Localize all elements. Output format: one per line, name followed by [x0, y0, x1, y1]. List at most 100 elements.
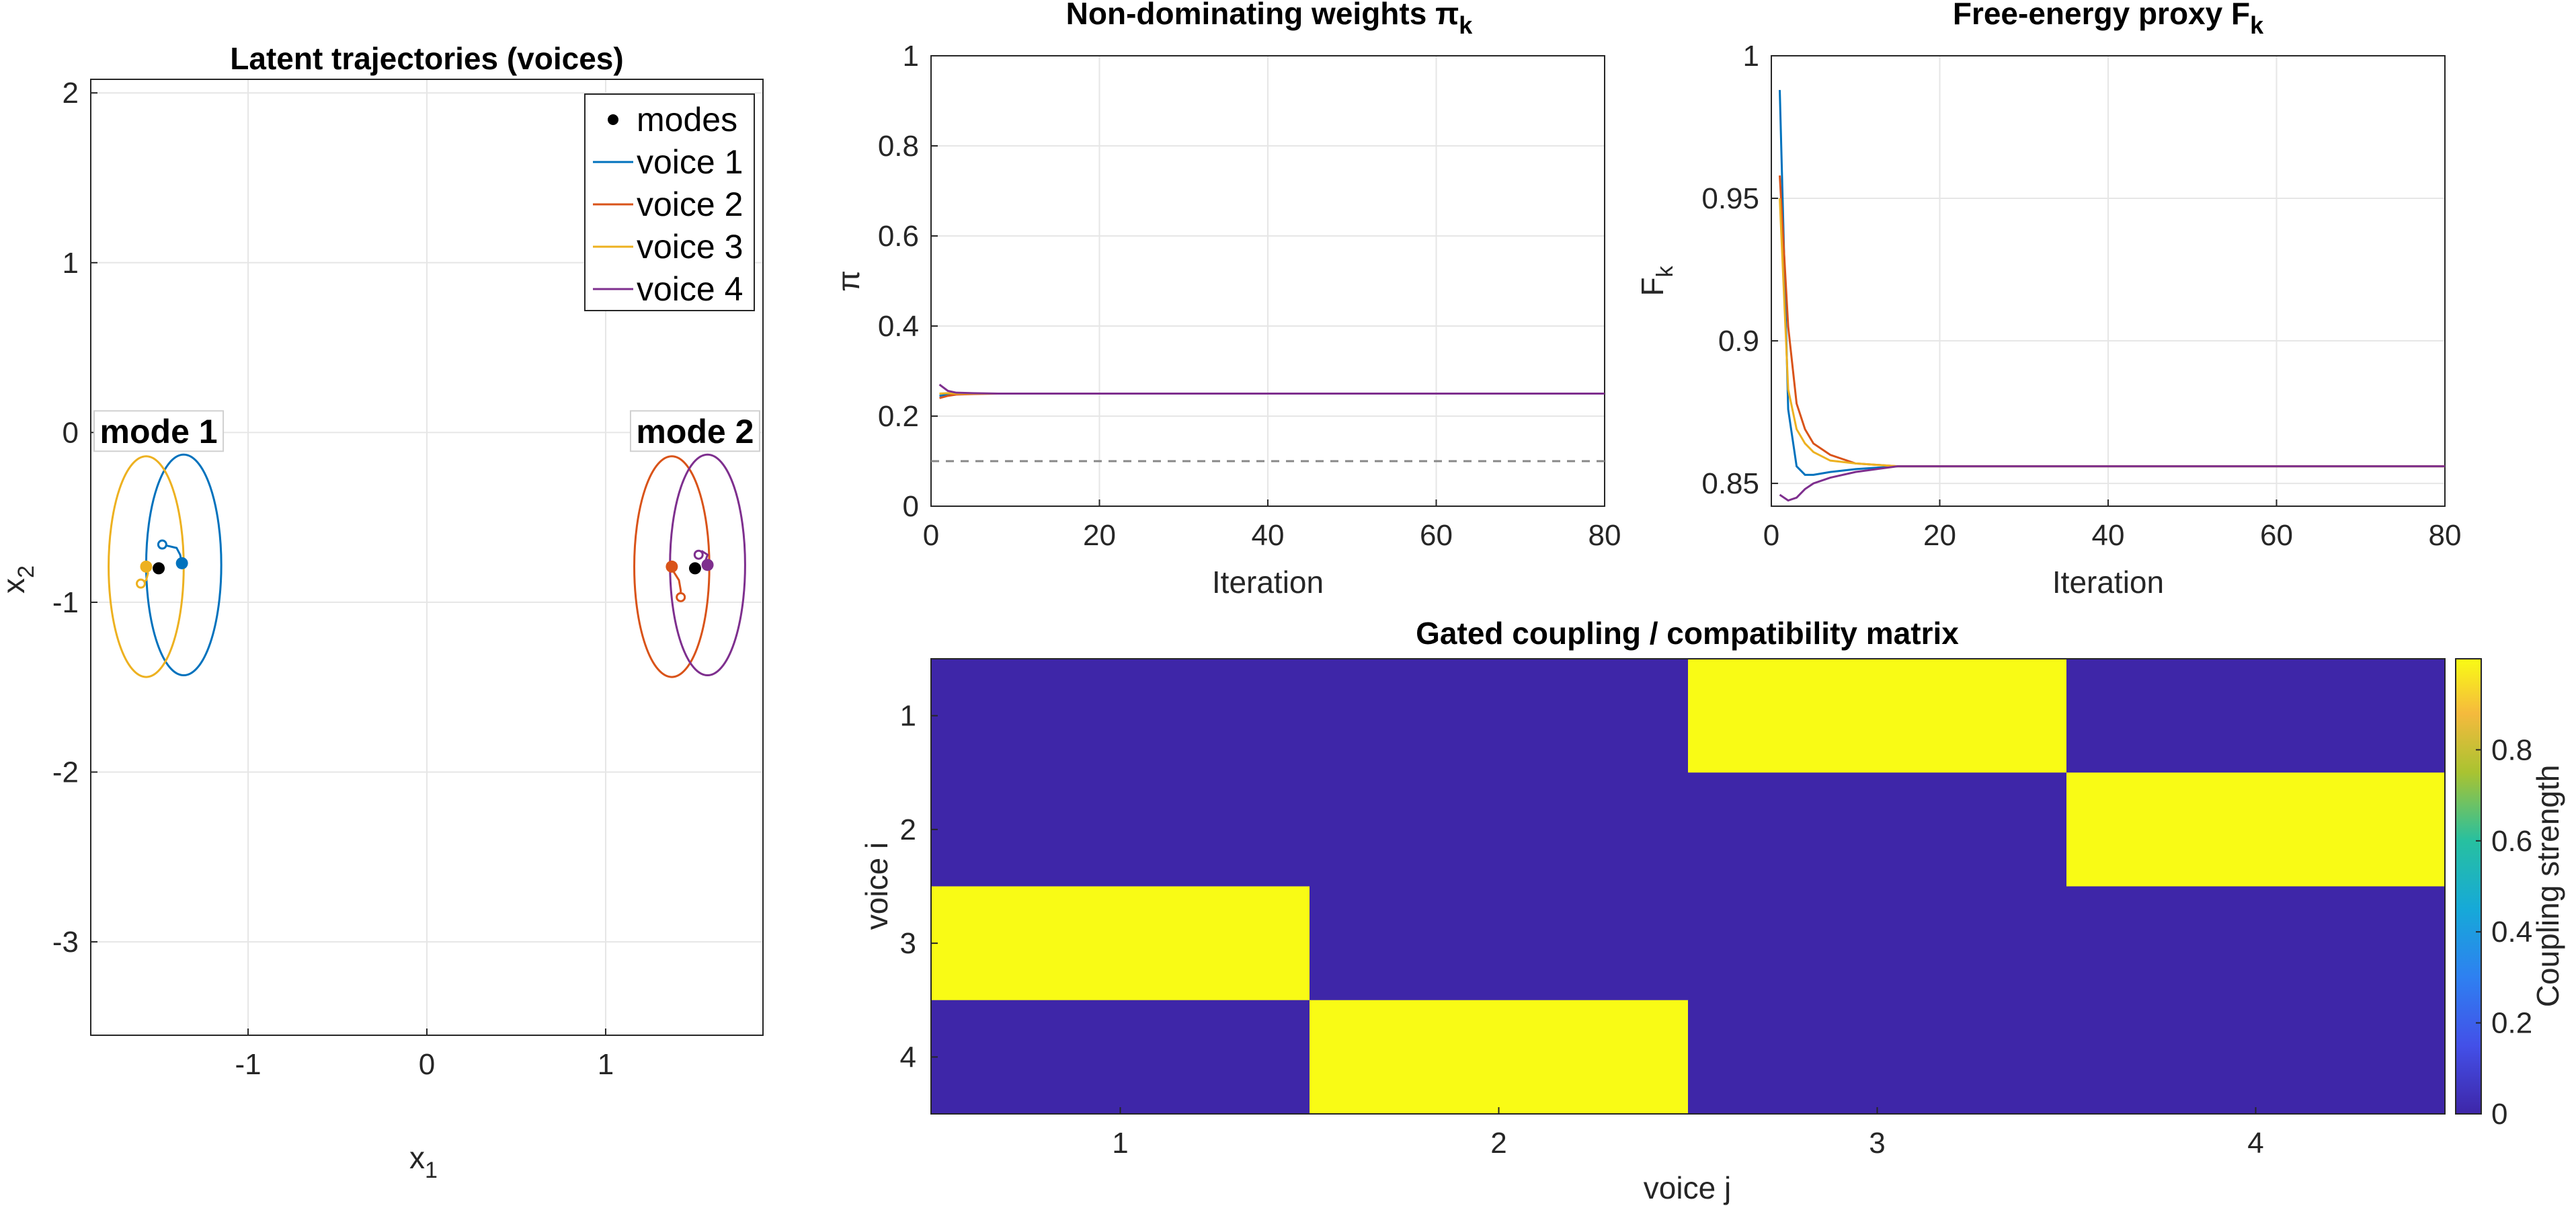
coupling-xtick-label: 2 — [1490, 1127, 1506, 1160]
coupling-xtick-label: 3 — [1869, 1127, 1885, 1160]
latent-ytick-label: 0 — [63, 416, 79, 449]
latent-ytick-label: 1 — [63, 247, 79, 280]
legend-label: modes — [637, 101, 737, 138]
colorbar-tick-label: 0.2 — [2491, 1007, 2532, 1040]
mode-label: mode 1 — [93, 410, 225, 452]
coupling-ytick-label: 2 — [900, 813, 916, 846]
free-energy-xtick-label: 60 — [2260, 519, 2293, 552]
trajectory-start-marker — [693, 549, 704, 560]
coupling-ytick-label: 1 — [900, 700, 916, 733]
colorbar-tick-label: 0 — [2491, 1098, 2507, 1131]
heatmap-cell — [1310, 772, 1689, 887]
trajectory-start-marker — [135, 578, 146, 589]
free-energy-series — [1779, 89, 2445, 502]
weights-ytick-label: 0.6 — [878, 220, 919, 253]
latent-xlabel: x1 — [409, 1140, 438, 1183]
free-energy-series-line — [1779, 175, 2445, 468]
mode-label-box — [93, 410, 225, 452]
coupling-ticks: 1 2 3 4 1 2 3 4 — [900, 700, 2264, 1160]
latent-mode-labels: mode 1 mode 2 — [93, 410, 760, 452]
weights-ytick-label: 1 — [903, 40, 919, 73]
weights-ytick-label: 0.4 — [878, 310, 919, 343]
heatmap-cell — [2066, 772, 2446, 887]
latent-ytick-label: -3 — [52, 926, 79, 959]
weights-xtick-label: 20 — [1083, 519, 1116, 552]
latent-ytick-label: -1 — [52, 586, 79, 619]
heatmap-cell — [2066, 1000, 2446, 1115]
coupling-xlabel: voice j — [1644, 1170, 1731, 1205]
coupling-panel: Gated coupling / compatibility matrix 1 2… — [859, 616, 2565, 1205]
latent-ticks: -1 0 1 2 1 0 -1 -2 -3 — [52, 77, 614, 1081]
colorbar-ticks: 0 0.2 0.4 0.6 0.8 — [2476, 733, 2532, 1131]
free-energy-series-line — [1779, 198, 2445, 468]
colorbar — [2455, 658, 2482, 1115]
mode-label-box — [629, 410, 760, 452]
free-energy-ylabel: Fk — [1635, 265, 1678, 296]
heatmap-cell — [931, 1000, 1310, 1115]
legend-label: voice 1 — [637, 143, 743, 181]
latent-ylabel: x2 — [0, 565, 39, 594]
colorbar-label: Coupling strength — [2530, 765, 2565, 1008]
legend-label: voice 2 — [637, 186, 743, 223]
coupling-ytick-label: 4 — [900, 1041, 916, 1074]
trajectory-end-marker — [140, 560, 153, 573]
weights-ticks: 0 20 40 60 80 0 0.2 0.4 0.6 0.8 1 — [878, 40, 1621, 552]
heatmap-cell — [1310, 886, 1689, 1001]
coupling-ytick-label: 3 — [900, 927, 916, 960]
heatmap-cell — [1688, 659, 2067, 773]
free-energy-xtick-label: 40 — [2092, 519, 2125, 552]
heatmap-cell — [1688, 772, 2067, 887]
colorbar-tick-label: 0.4 — [2491, 916, 2532, 949]
latent-xtick-label: -1 — [235, 1048, 261, 1081]
latent-trajectories — [135, 539, 714, 602]
heatmap-cell — [1688, 1000, 2067, 1115]
free-energy-title: Free-energy proxy Fk — [1953, 0, 2264, 39]
free-energy-ytick-label: 0.9 — [1718, 325, 1759, 358]
latent-title: Latent trajectories (voices) — [230, 41, 623, 76]
heatmap-cell — [1688, 886, 2067, 1001]
free-energy-ytick-label: 1 — [1743, 40, 1759, 73]
weights-xtick-label: 0 — [923, 519, 939, 552]
weights-xtick-label: 40 — [1252, 519, 1285, 552]
latent-ytick-label: 2 — [63, 77, 79, 110]
legend-label: voice 4 — [637, 270, 743, 308]
legend-marker — [608, 114, 618, 125]
free-energy-gridlines — [1771, 55, 2446, 506]
trajectory-start-marker — [157, 539, 167, 550]
weights-ylabel: π — [831, 270, 866, 292]
weights-xlabel: Iteration — [1212, 565, 1324, 600]
mode-label: mode 2 — [629, 410, 760, 452]
free-energy-series-line — [1779, 465, 2445, 502]
weights-panel: Non-dominating weights πk 0 20 40 60 8000.20… — [831, 0, 1621, 600]
trajectory-end-marker — [175, 557, 188, 569]
coupling-xtick-label: 1 — [1112, 1127, 1128, 1160]
heatmap-cell — [1310, 659, 1689, 773]
weights-title: Non-dominating weights πk — [1066, 0, 1474, 39]
free-energy-xtick-label: 80 — [2429, 519, 2462, 552]
latent-ytick-label: -2 — [52, 756, 79, 789]
latent-panel: Latent trajectories (voices) -1 0 1 2 1 0 -1 -2… — [0, 41, 764, 1183]
heatmap-cell — [1310, 1000, 1689, 1115]
trajectory-end-marker — [666, 560, 678, 573]
trajectory-end-marker — [701, 559, 714, 571]
latent-modes — [153, 562, 701, 575]
free-energy-ytick-label: 0.95 — [1701, 182, 1759, 215]
coupling-title: Gated coupling / compatibility matrix — [1416, 616, 1959, 651]
weights-ytick-label: 0 — [903, 490, 919, 523]
free-energy-ticks: 0 20 40 60 80 0.85 0.9 0.95 1 — [1701, 40, 2461, 552]
mode-marker — [688, 562, 701, 575]
legend-label: voice 3 — [637, 228, 743, 266]
weights-series-line — [938, 383, 1605, 395]
colorbar-tick-label: 0.8 — [2491, 733, 2532, 766]
coupling-cells — [931, 659, 2446, 1115]
latent-xtick-label: 0 — [419, 1048, 435, 1081]
coupling-ylabel: voice i — [859, 842, 894, 930]
weights-ytick-label: 0.2 — [878, 400, 919, 433]
mode-marker — [153, 562, 165, 575]
latent-xtick-label: 1 — [598, 1048, 614, 1081]
free-energy-series-line — [1779, 89, 2445, 476]
free-energy-panel: Free-energy proxy Fk 0 20 40 60 80 0.85 0.9 0.9… — [1635, 0, 2461, 600]
heatmap-cell — [931, 659, 1310, 773]
weights-series — [938, 383, 1605, 399]
